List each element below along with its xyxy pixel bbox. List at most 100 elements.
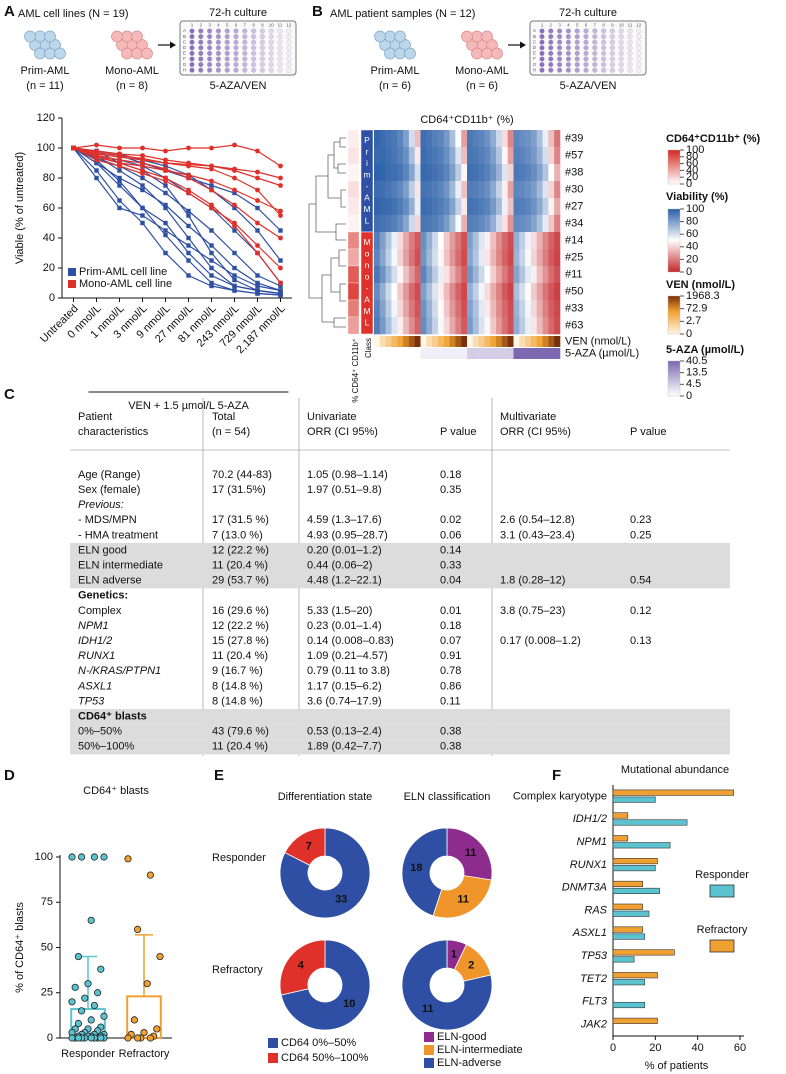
table-cell: 3.8 (0.75–23) (500, 605, 565, 617)
well (539, 39, 545, 45)
marker (163, 250, 168, 256)
heat-cell (525, 164, 532, 182)
table-cell: 8 (14.8 %) (212, 695, 263, 707)
marker (163, 175, 168, 181)
row-label: #63 (565, 319, 583, 331)
cd64-cell (347, 299, 360, 318)
line (73, 147, 281, 187)
legend-label: CD64 50%–100% (281, 1052, 369, 1064)
heat-cell (542, 130, 549, 148)
marker (163, 232, 168, 238)
heat-cell (472, 249, 479, 267)
heat-cell (536, 232, 543, 250)
slice-label: 33 (335, 893, 347, 905)
heat-cell (455, 317, 462, 335)
schematic-title: AML cell lines (N = 19) (18, 8, 129, 20)
heat-cell (408, 283, 415, 301)
marker (255, 220, 260, 226)
heat-cell (455, 232, 462, 250)
well (268, 62, 274, 68)
heat-cell (496, 232, 503, 250)
well (583, 45, 589, 51)
heat-cell (420, 215, 427, 233)
heat-cell (530, 181, 538, 199)
heat-cell (385, 147, 392, 165)
well (609, 67, 615, 73)
aza-cell (403, 348, 410, 359)
heat-cell (519, 232, 526, 250)
legend-swatch (709, 939, 735, 953)
heat-cell (519, 300, 526, 318)
legend-tick-label: 80 (686, 216, 698, 228)
row-label: #50 (565, 285, 583, 297)
well (592, 34, 598, 40)
heat-cell (391, 283, 398, 301)
marker (117, 175, 122, 181)
heat-cell (490, 215, 497, 233)
table-cell: 12 (22.2 %) (212, 620, 269, 632)
heat-cell (507, 164, 514, 182)
table-cell: 9 (16.7 %) (212, 665, 263, 677)
heat-cell (455, 266, 462, 284)
well (233, 50, 239, 56)
heat-cell (437, 300, 445, 318)
table-cell: 0.78 (440, 665, 461, 677)
heat-cell (519, 130, 526, 148)
ven-cell (478, 336, 485, 347)
table-header: characteristics (78, 426, 149, 438)
table-header: P value (440, 426, 477, 438)
aza-cell (461, 348, 468, 359)
heat-cell (426, 232, 433, 250)
marker (232, 288, 237, 293)
heat-cell (501, 266, 508, 284)
well (207, 62, 213, 68)
plate-row: H (183, 67, 186, 72)
treatment-label: 5-AZA/VEN (210, 80, 267, 92)
well (277, 62, 283, 68)
heat-cell (408, 317, 415, 335)
well (215, 62, 221, 68)
well (627, 67, 633, 73)
marker (163, 220, 168, 226)
ven-cell (455, 336, 462, 347)
chart-title: Mutational abundance (621, 764, 729, 776)
heat-cell (379, 147, 386, 165)
line (73, 147, 281, 179)
heat-cell (449, 317, 456, 335)
heat-cell (530, 130, 538, 148)
legend-swatch (268, 1053, 278, 1063)
heat-cell (467, 147, 474, 165)
table-cell: 0.23 (0.01–1.4) (307, 620, 382, 632)
heat-cell (496, 198, 503, 216)
heat-cell (374, 164, 381, 182)
heat-cell (519, 283, 526, 301)
point (87, 916, 95, 924)
well (574, 39, 580, 45)
heat-cell (472, 215, 479, 233)
heat-cell (420, 249, 427, 267)
well (583, 67, 589, 73)
heat-cell (536, 164, 543, 182)
well (618, 34, 624, 40)
heat-cell (437, 215, 445, 233)
legend-swatch (268, 1038, 278, 1048)
heat-cell (548, 232, 555, 250)
well (618, 28, 624, 34)
heat-cell (472, 300, 479, 318)
well (636, 62, 642, 68)
well (286, 34, 292, 40)
heat-cell (490, 249, 497, 267)
plate-column: 4 (567, 23, 570, 28)
y-axis-label: Viable (% of untreated) (14, 152, 26, 264)
row-label: #14 (565, 234, 583, 246)
well (251, 28, 257, 34)
marker (209, 145, 214, 151)
ven-cell (443, 336, 450, 347)
marker (94, 175, 99, 181)
plate-row: B (533, 34, 536, 39)
heat-cell (420, 317, 427, 335)
table-cell: 4.48 (1.2–22.1) (307, 575, 382, 587)
heat-cell (519, 181, 526, 199)
well (242, 39, 248, 45)
slice-label: 11 (465, 847, 477, 859)
